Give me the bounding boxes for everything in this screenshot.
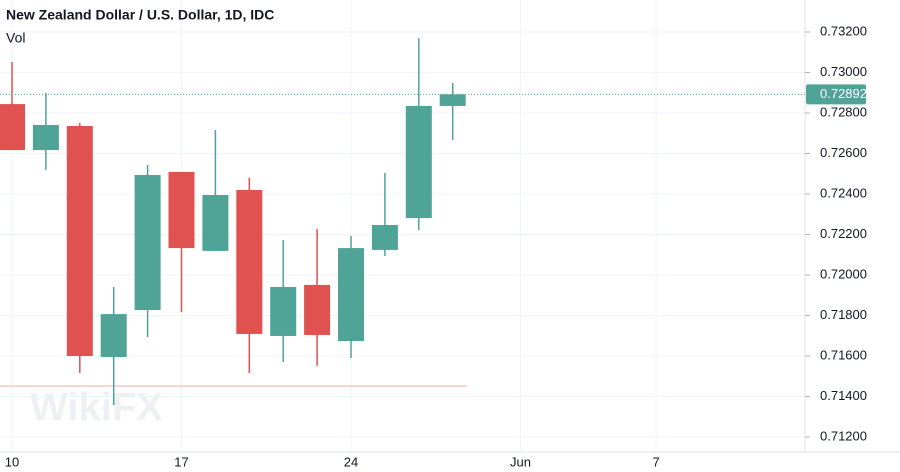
y-tick-label: 0.72400 xyxy=(820,185,867,200)
x-tick-label: 10 xyxy=(5,454,19,469)
last-price-label: 0.72892 xyxy=(820,86,867,101)
y-tick-label: 0.71600 xyxy=(820,347,867,362)
candle-body xyxy=(168,171,195,249)
candle-body xyxy=(338,248,364,342)
y-tick-label: 0.71800 xyxy=(820,307,867,322)
candle-body xyxy=(202,195,229,251)
chart-title: New Zealand Dollar / U.S. Dollar, 1D, ID… xyxy=(6,7,274,23)
candle-body xyxy=(134,174,161,311)
y-tick-label: 0.73000 xyxy=(820,64,867,79)
x-tick-label: 24 xyxy=(344,454,358,469)
candle-body xyxy=(270,286,297,336)
y-tick-label: 0.71400 xyxy=(820,388,867,403)
y-tick-label: 0.72000 xyxy=(820,266,867,281)
y-tick-label: 0.73200 xyxy=(820,23,867,38)
candle-body xyxy=(0,104,25,151)
watermark: WikiFX xyxy=(30,386,163,430)
candle-body xyxy=(236,189,263,334)
candle-body xyxy=(304,284,331,335)
x-tick-label: Jun xyxy=(510,454,531,469)
candle-body xyxy=(439,94,466,106)
y-tick-label: 0.72800 xyxy=(820,104,867,119)
candle-body xyxy=(371,224,398,250)
candle-body xyxy=(32,124,59,151)
candles xyxy=(0,38,466,406)
y-tick-label: 0.72600 xyxy=(820,145,867,160)
x-tick-label: 17 xyxy=(174,454,188,469)
last-price-box xyxy=(806,84,866,105)
grid xyxy=(0,0,805,452)
candle-body xyxy=(405,105,432,219)
y-tick-label: 0.71200 xyxy=(820,428,867,443)
candle-body xyxy=(100,314,127,358)
subtitle: Vol xyxy=(6,30,25,46)
x-tick-label: 7 xyxy=(652,454,659,469)
candle-body xyxy=(66,125,93,357)
labels: 0.71200 0.71400 0.71600 0.71800 0.72000 0.722… xyxy=(0,23,867,469)
y-tick-label: 0.72200 xyxy=(820,226,867,241)
